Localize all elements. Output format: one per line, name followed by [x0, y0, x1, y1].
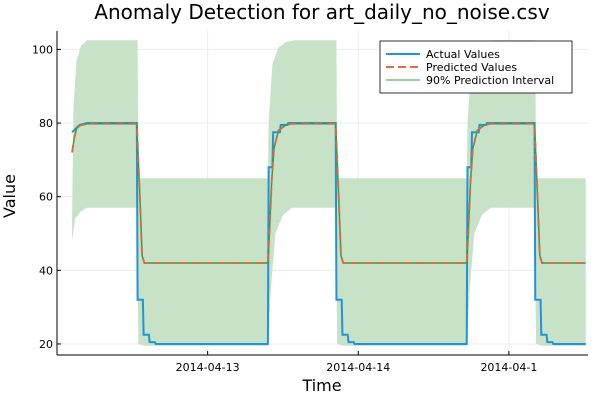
tick-labels: 2014-04-13 2014-04-14 2014-04-1 20 40 60 80 100	[32, 43, 537, 374]
prediction-interval-band	[72, 40, 586, 346]
axes	[56, 31, 588, 356]
legend: Actual Values Predicted Values 90% Predi…	[379, 40, 573, 94]
series-layer	[71, 122, 586, 345]
legend-predicted-label: Predicted Values	[426, 61, 517, 74]
chart-title: Anomaly Detection for art_daily_no_noise…	[94, 0, 550, 24]
y-tick-label: 100	[32, 43, 53, 56]
predicted-values-line	[71, 122, 586, 264]
legend-interval-label: 90% Prediction Interval	[426, 74, 554, 87]
x-tick-label: 2014-04-14	[326, 361, 390, 374]
actual-values-line	[71, 122, 586, 345]
x-axis-label: Time	[301, 376, 341, 395]
y-axis-label: Value	[0, 174, 19, 218]
y-tick-label: 60	[39, 191, 53, 204]
legend-actual-label: Actual Values	[426, 48, 500, 61]
x-tick-label: 2014-04-13	[176, 361, 240, 374]
prediction-interval-layer	[72, 40, 586, 346]
y-tick-label: 20	[39, 338, 53, 351]
y-tick-label: 80	[39, 117, 53, 130]
x-tick-label: 2014-04-1	[480, 361, 537, 374]
y-tick-label: 40	[39, 264, 53, 277]
